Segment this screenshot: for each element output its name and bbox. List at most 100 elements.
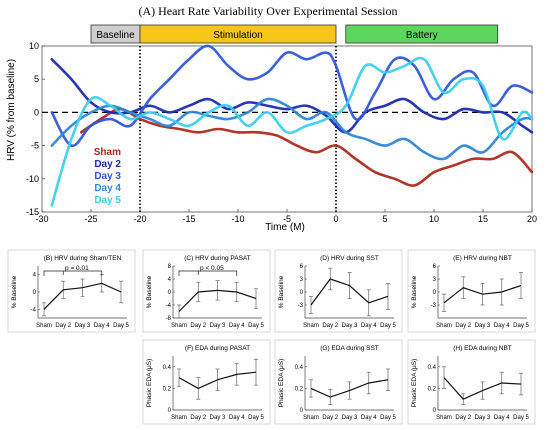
main-chart-title: (A) Heart Rate Variability Over Experime… <box>138 4 397 18</box>
panel-frame <box>274 339 403 425</box>
legend-entry-1: Day 2 <box>94 159 121 170</box>
x-tick-label-2: -20 <box>133 214 146 224</box>
phase-label-2: Battery <box>406 30 438 41</box>
panel-x-tick-label: Day 5 <box>380 323 396 329</box>
panel-x-tick-label: Sham <box>171 415 187 421</box>
panel-y-tick-label: 3 <box>300 277 304 283</box>
sub-panels: (B) HRV during Sham/TEN % Baseline -4 0 4 Sha… <box>7 249 536 425</box>
panel-x-tick-label: Day 2 <box>55 323 71 329</box>
panel-x-tick-label: Day 5 <box>513 415 529 421</box>
panel-title: (C) HRV during PASAT <box>184 255 250 262</box>
panel-y-tick-label: -3 <box>431 303 437 309</box>
panel-frame <box>7 249 136 333</box>
panel-y-tick-label: 0 <box>33 290 37 296</box>
legend-entry-2: Day 3 <box>94 171 121 182</box>
panel-y-tick-label: -8 <box>166 316 172 322</box>
panel-title: (B) HRV during Sham/TEN <box>44 255 122 262</box>
phase-bar-2 <box>345 24 499 44</box>
panel-mean-line <box>443 377 522 400</box>
panel-y-tick-label: 0 <box>433 408 437 414</box>
x-tick-label-6: 0 <box>333 214 338 224</box>
panel-x-tick-label: Day 2 <box>322 323 338 329</box>
panel-x-tick-label: Day 2 <box>190 323 206 329</box>
panel-title: (F) EDA during PASAT <box>185 345 250 352</box>
x-tick-label-1: -25 <box>84 214 97 224</box>
phase-label-1: Stimulation <box>213 30 262 41</box>
series-line-day-3 <box>50 44 534 147</box>
panel-x-tick-label: Day 2 <box>455 415 471 421</box>
panel-1: (C) HRV during PASAT % Baseline -8 -4 0 4 8 Sha… <box>142 249 271 333</box>
panel-x-tick-label: Day 3 <box>475 323 491 329</box>
x-tick-label-10: 20 <box>527 214 537 224</box>
panel-y-label: Phasic EDA (μS) <box>278 359 285 408</box>
panel-x-tick-label: Day 4 <box>494 323 510 329</box>
panel-x-tick-label: Day 3 <box>342 415 358 421</box>
panel-x-tick-label: Sham <box>303 415 319 421</box>
main-y-axis-label: HRV (% from baseline) <box>6 59 17 161</box>
panel-x-tick-label: Day 4 <box>229 415 245 421</box>
x-tick-label-3: -15 <box>182 214 195 224</box>
panel-frame <box>274 249 403 333</box>
panel-title: (D) HRV during SST <box>320 255 379 262</box>
panel-y-label: Phasic EDA (μS) <box>146 359 153 408</box>
x-tick-label-0: -30 <box>35 214 48 224</box>
series-line-sham <box>79 107 534 187</box>
panel-y-tick-label: -3 <box>298 303 304 309</box>
panel-title: (E) HRV during NBT <box>453 255 512 262</box>
significance-bracket <box>178 270 238 276</box>
panel-y-tick-label: 0.4 <box>295 365 304 371</box>
y-tick-label-1: -10 <box>26 174 39 184</box>
panel-y-tick-label: -4 <box>31 307 37 313</box>
panel-y-tick-label: 0.2 <box>163 386 172 392</box>
panel-x-tick-label: Day 3 <box>475 415 491 421</box>
main-x-axis-label: Time (M) <box>265 222 305 233</box>
panel-y-tick-label: 0 <box>168 408 172 414</box>
panel-y-tick-label: 3 <box>433 277 437 283</box>
panel-x-tick-label: Day 4 <box>361 323 377 329</box>
panel-y-tick-label: 0.2 <box>295 386 304 392</box>
panel-x-tick-label: Sham <box>303 323 319 329</box>
panel-mean-line <box>310 379 389 398</box>
y-tick-label-4: 5 <box>34 74 39 84</box>
panel-y-tick-label: 6 <box>433 264 437 270</box>
panel-0: (B) HRV during Sham/TEN % Baseline -4 0 4 Sha… <box>7 249 136 333</box>
panel-x-tick-label: Day 2 <box>322 415 338 421</box>
panel-x-tick-label: Day 5 <box>380 415 396 421</box>
panel-y-tick-label: 0.2 <box>428 386 437 392</box>
series-line-day-4 <box>50 97 534 161</box>
significance-bracket <box>43 270 103 276</box>
legend-entry-3: Day 4 <box>94 183 121 194</box>
panel-x-tick-label: Day 5 <box>248 415 264 421</box>
panel-x-tick-label: Sham <box>436 415 452 421</box>
phase-label-0: Baseline <box>96 30 135 41</box>
panel-y-tick-label: -4 <box>166 303 172 309</box>
panel-x-tick-label: Day 3 <box>210 323 226 329</box>
panel-5: (G) EDA during SST Phasic EDA (μS) 0 0.2 0.4… <box>274 339 403 425</box>
panel-x-tick-label: Day 2 <box>455 323 471 329</box>
phase-bars: Baseline Stimulation Battery <box>90 24 499 44</box>
panel-mean-line <box>443 284 522 304</box>
y-tick-label-3: 0 <box>34 107 39 117</box>
panel-title: (G) EDA during SST <box>320 345 379 352</box>
panel-y-tick-label: 6 <box>300 264 304 270</box>
panel-x-tick-label: Sham <box>36 323 52 329</box>
x-tick-label-9: 15 <box>478 214 488 224</box>
legend-entry-0: Sham <box>94 147 121 158</box>
panel-x-tick-label: Day 2 <box>190 415 206 421</box>
y-tick-label-0: -15 <box>26 207 39 217</box>
panel-y-label: % Baseline <box>146 275 153 308</box>
panel-mean-line <box>178 289 257 312</box>
panel-y-label: Phasic EDA (μS) <box>411 359 418 408</box>
panel-x-tick-label: Day 3 <box>342 323 358 329</box>
panel-mean-line <box>178 371 257 390</box>
panel-y-tick-label: 4 <box>168 277 172 283</box>
y-tick-label-5: 10 <box>29 41 39 51</box>
panel-mean-line <box>310 278 389 306</box>
panel-x-tick-label: Day 5 <box>513 323 529 329</box>
phase-bar-1 <box>139 24 337 44</box>
panel-mean-line <box>43 282 122 310</box>
panel-6: (H) EDA during NBT Phasic EDA (μS) 0 0.2 0.4… <box>407 339 536 425</box>
panel-y-tick-label: 0.4 <box>428 365 437 371</box>
panel-x-tick-label: Day 3 <box>75 323 91 329</box>
